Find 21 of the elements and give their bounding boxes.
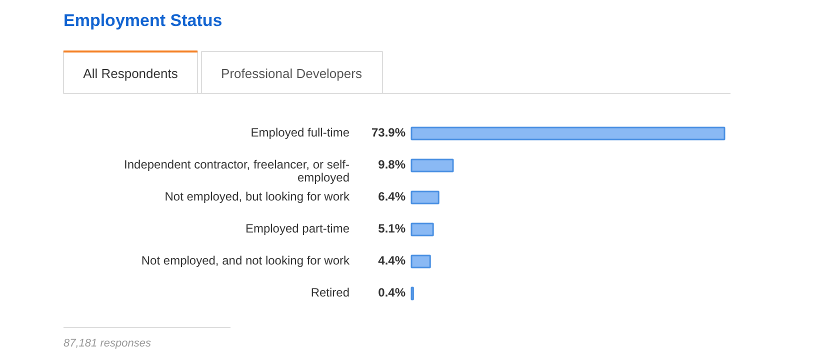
bar xyxy=(410,126,726,140)
data-label: 4.4% xyxy=(378,254,406,268)
y-tick-label: Retired xyxy=(310,286,350,300)
y-tick-label: Not employed, and not looking for work xyxy=(141,254,350,268)
y-tick-label: Employed part-time xyxy=(245,222,350,236)
bar xyxy=(410,190,440,204)
text: All Respondents xyxy=(83,66,178,81)
data-label: 0.4% xyxy=(378,286,406,300)
data-label: 5.1% xyxy=(378,222,406,236)
y-tick-label: Independent contractor, freelancer, or self-employed xyxy=(124,158,350,184)
text: 87,181 responses xyxy=(64,338,152,350)
text: Professional Developers xyxy=(221,66,362,81)
data-label: 6.4% xyxy=(378,190,406,204)
bar xyxy=(410,254,431,268)
data-label: 9.8% xyxy=(378,158,406,172)
data-label: 73.9% xyxy=(371,126,406,140)
y-tick-label: Employed full-time xyxy=(250,126,350,140)
bar xyxy=(410,158,454,172)
y-tick-label: Not employed, but looking for work xyxy=(164,190,350,204)
bar xyxy=(410,222,434,236)
text: Employment Status xyxy=(64,11,222,30)
